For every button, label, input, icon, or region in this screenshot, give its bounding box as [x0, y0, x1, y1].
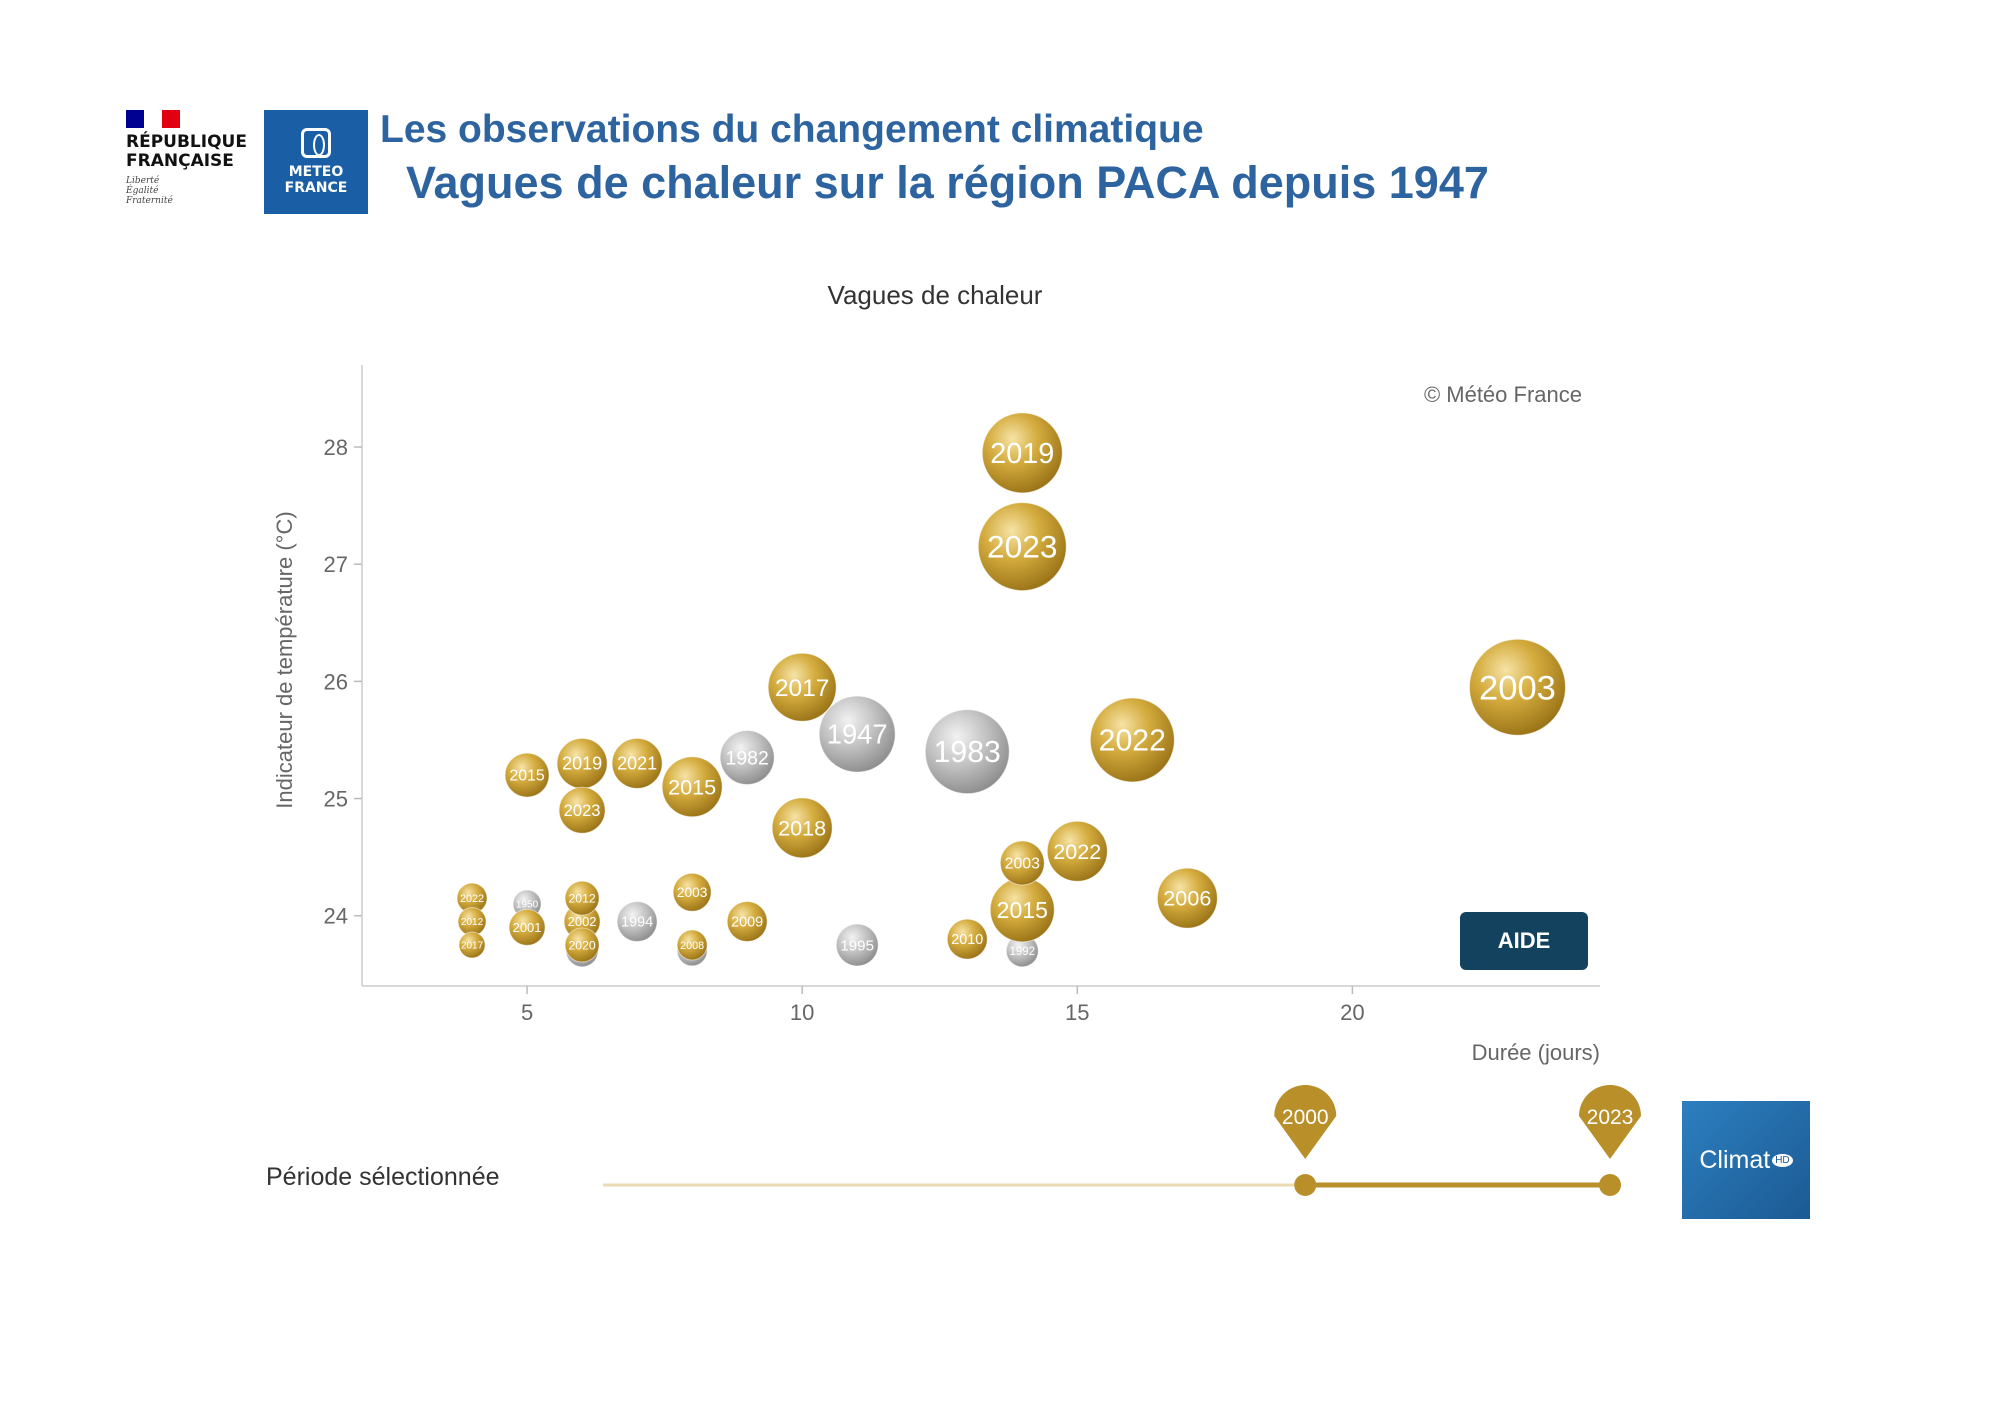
bubble-point	[616, 901, 658, 943]
slider-knob	[1294, 1174, 1317, 1196]
bubble-year-label: 2018	[778, 815, 826, 840]
bubble-year-label: 1947	[827, 719, 888, 750]
bubble-year-label: 1992	[1009, 946, 1035, 958]
y-tick-label: 24	[324, 904, 348, 929]
bubble-point	[835, 923, 879, 967]
bubble-point	[672, 872, 712, 912]
x-tick-label: 10	[790, 1000, 814, 1025]
bubble-point	[977, 502, 1067, 592]
french-flag-icon	[126, 110, 180, 128]
meteo-logo-text: METEO FRANCE	[284, 164, 348, 196]
bubble-year-label: 2003	[1005, 856, 1040, 873]
bubble-year-label: 2023	[564, 801, 601, 820]
slider-knob	[1599, 1174, 1621, 1196]
slider-pin-label: 2000	[1282, 1106, 1329, 1129]
bubble-point	[981, 412, 1063, 494]
bubble-point	[1046, 820, 1108, 882]
bubble-year-label: 2017	[775, 675, 829, 702]
bubble-point	[924, 709, 1010, 795]
bubble-year-label: 1994	[621, 915, 653, 931]
bubble-year-label: 2001	[513, 920, 542, 935]
republique-motto: Liberté Égalité Fraternité	[126, 176, 173, 206]
bubble-point	[818, 695, 896, 773]
bubble-year-label: 2003	[677, 885, 707, 900]
slider-handle[interactable]: 2000	[1274, 1085, 1337, 1196]
climat-logo-text: Climat	[1699, 1145, 1771, 1174]
climat-hd-logo[interactable]: Climat HD	[1682, 1101, 1810, 1219]
bubble-point	[458, 931, 486, 959]
meteo-france-logo: METEO FRANCE	[264, 110, 368, 214]
bubble-point	[564, 880, 600, 916]
bubble-year-label: 2015	[997, 897, 1048, 923]
bubble-point	[611, 737, 663, 789]
copyright-annotation: © Météo France	[1424, 382, 1582, 407]
bubble-point	[504, 752, 550, 798]
bubble-year-label: 2019	[562, 754, 602, 774]
bubble-point	[999, 840, 1045, 886]
x-tick-label: 15	[1065, 1000, 1089, 1025]
republique-name: RÉPUBLIQUE FRANÇAISE	[126, 132, 247, 171]
bubble-year-label: 2015	[509, 768, 544, 785]
chart-title: Vagues de chaleur	[828, 280, 1043, 310]
bubble-year-label: 2023	[987, 529, 1057, 565]
bubble-year-label: 2008	[680, 940, 704, 952]
y-tick-label: 28	[324, 435, 348, 460]
bubble-year-label: 2021	[617, 754, 657, 774]
y-tick-label: 26	[324, 669, 348, 694]
bubble-point	[767, 652, 837, 722]
bubble-year-label: 1995	[840, 937, 874, 954]
bubble-year-label: 2022	[460, 893, 484, 905]
period-label: Période sélectionnée	[266, 1163, 500, 1191]
y-tick-label: 27	[324, 552, 348, 577]
bubble-point	[676, 929, 708, 961]
bubble-point	[726, 901, 768, 943]
slider-handle[interactable]: 2023	[1579, 1085, 1641, 1196]
bubble-year-label: 2017	[461, 940, 484, 951]
bubble-year-label: 2015	[668, 774, 716, 799]
bubble-year-label: 1982	[726, 747, 769, 769]
bubble-point	[1089, 697, 1175, 783]
bubble-point	[1156, 867, 1218, 929]
bubble-year-label: 2012	[568, 891, 595, 905]
bubble-point	[558, 786, 606, 834]
bubble-year-label: 2022	[1053, 839, 1101, 864]
meteo-emblem-icon	[301, 128, 331, 158]
bubble-point	[564, 927, 600, 963]
bubble-year-label: 2009	[731, 915, 763, 931]
page-title: Les observations du changement climatiqu…	[380, 108, 1204, 151]
x-axis-label: Durée (jours)	[1472, 1040, 1600, 1065]
bubble-point	[771, 797, 833, 859]
bubble-year-label: 1983	[934, 736, 1001, 769]
bubble-year-label: 2022	[1099, 725, 1166, 758]
slider-pin-marker	[1579, 1085, 1641, 1159]
bubble-point	[508, 908, 546, 946]
x-tick-label: 5	[521, 1000, 533, 1025]
aide-button[interactable]: AIDE	[1460, 912, 1588, 970]
y-axis-label: Indicateur de température (°C)	[272, 511, 297, 808]
bubble-year-label: 1950	[516, 900, 539, 911]
page-subtitle: Vagues de chaleur sur la région PACA dep…	[406, 157, 1489, 208]
bubble-year-label: 2002	[568, 914, 597, 929]
climat-badge: HD	[1772, 1153, 1793, 1167]
bubble-year-label: 2019	[990, 438, 1054, 470]
bubble-point	[1468, 638, 1566, 736]
republique-francaise-logo: RÉPUBLIQUE FRANÇAISE Liberté Égalité Fra…	[126, 110, 256, 220]
bubble-year-label: 2012	[461, 917, 484, 928]
bubble-point	[661, 756, 723, 818]
y-tick-label: 25	[324, 787, 348, 812]
bubble-year-label: 2010	[951, 932, 983, 948]
slider-pin-label: 2023	[1587, 1106, 1634, 1129]
x-tick-label: 20	[1340, 1000, 1364, 1025]
slider-pin-marker	[1274, 1085, 1337, 1159]
bubble-point	[946, 918, 988, 960]
bubble-year-label: 2020	[568, 938, 595, 952]
bubble-year-label: 2003	[1479, 669, 1556, 707]
bubble-point	[719, 730, 775, 786]
bubble-year-label: 2006	[1163, 886, 1211, 911]
